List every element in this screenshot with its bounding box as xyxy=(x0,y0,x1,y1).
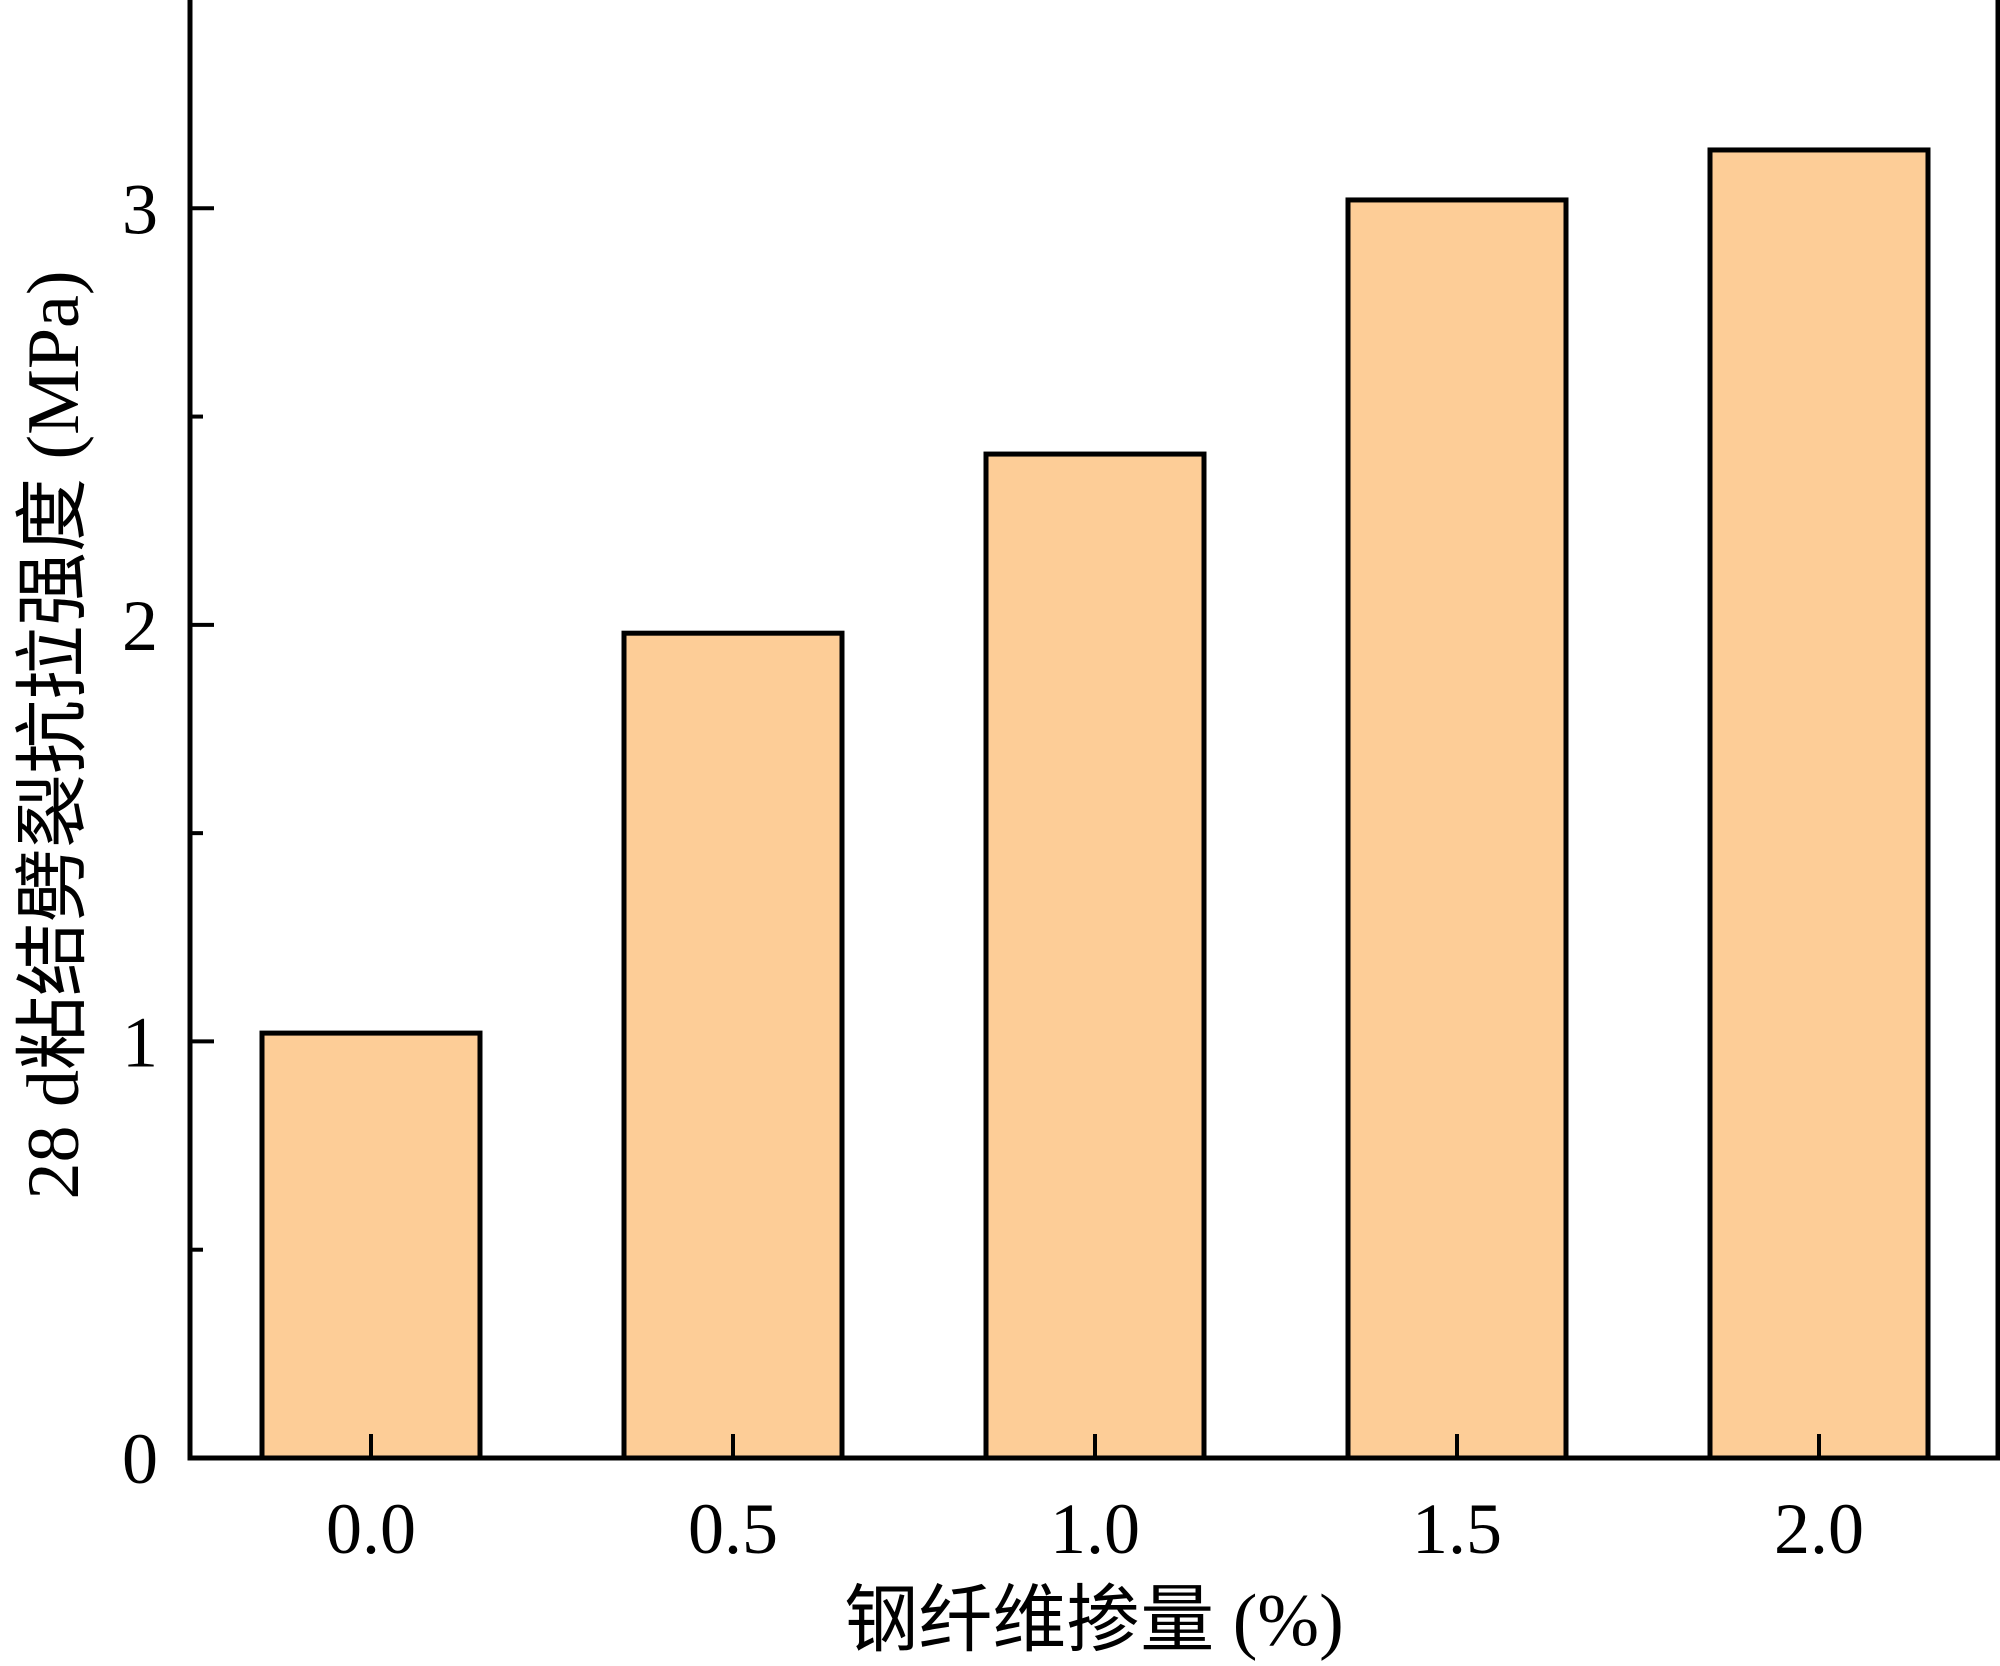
x-tick-label-0.0: 0.0 xyxy=(326,1489,416,1569)
y-tick-label-3: 3 xyxy=(122,169,158,249)
x-axis-ticks: 0.0 0.5 1.0 1.5 2.0 xyxy=(326,1434,1864,1569)
bars-group xyxy=(259,147,1931,1461)
x-tick-label-0.5: 0.5 xyxy=(688,1489,778,1569)
bar-1.0 xyxy=(983,451,1207,1461)
axis-frame xyxy=(187,0,2000,1461)
bar-2.0 xyxy=(1707,147,1931,1461)
y-tick-label-0: 0 xyxy=(122,1419,158,1499)
bar-1.5 xyxy=(1345,197,1569,1461)
y-tick-label-2: 2 xyxy=(122,586,158,666)
bar-0.0 xyxy=(259,1030,483,1461)
y-axis-ticks: 0 1 2 3 xyxy=(122,169,214,1499)
x-tick-label-2.0: 2.0 xyxy=(1774,1489,1864,1569)
x-tick-label-1.5: 1.5 xyxy=(1412,1489,1502,1569)
x-tick-label-1.0: 1.0 xyxy=(1050,1489,1140,1569)
bar-0.5 xyxy=(621,630,845,1461)
y-tick-label-1: 1 xyxy=(122,1002,158,1082)
x-axis-title: 钢纤维掺量 (%) xyxy=(844,1580,1343,1662)
y-axis-title: 28 d粘结劈裂抗拉强度 (MPa) xyxy=(13,270,95,1199)
